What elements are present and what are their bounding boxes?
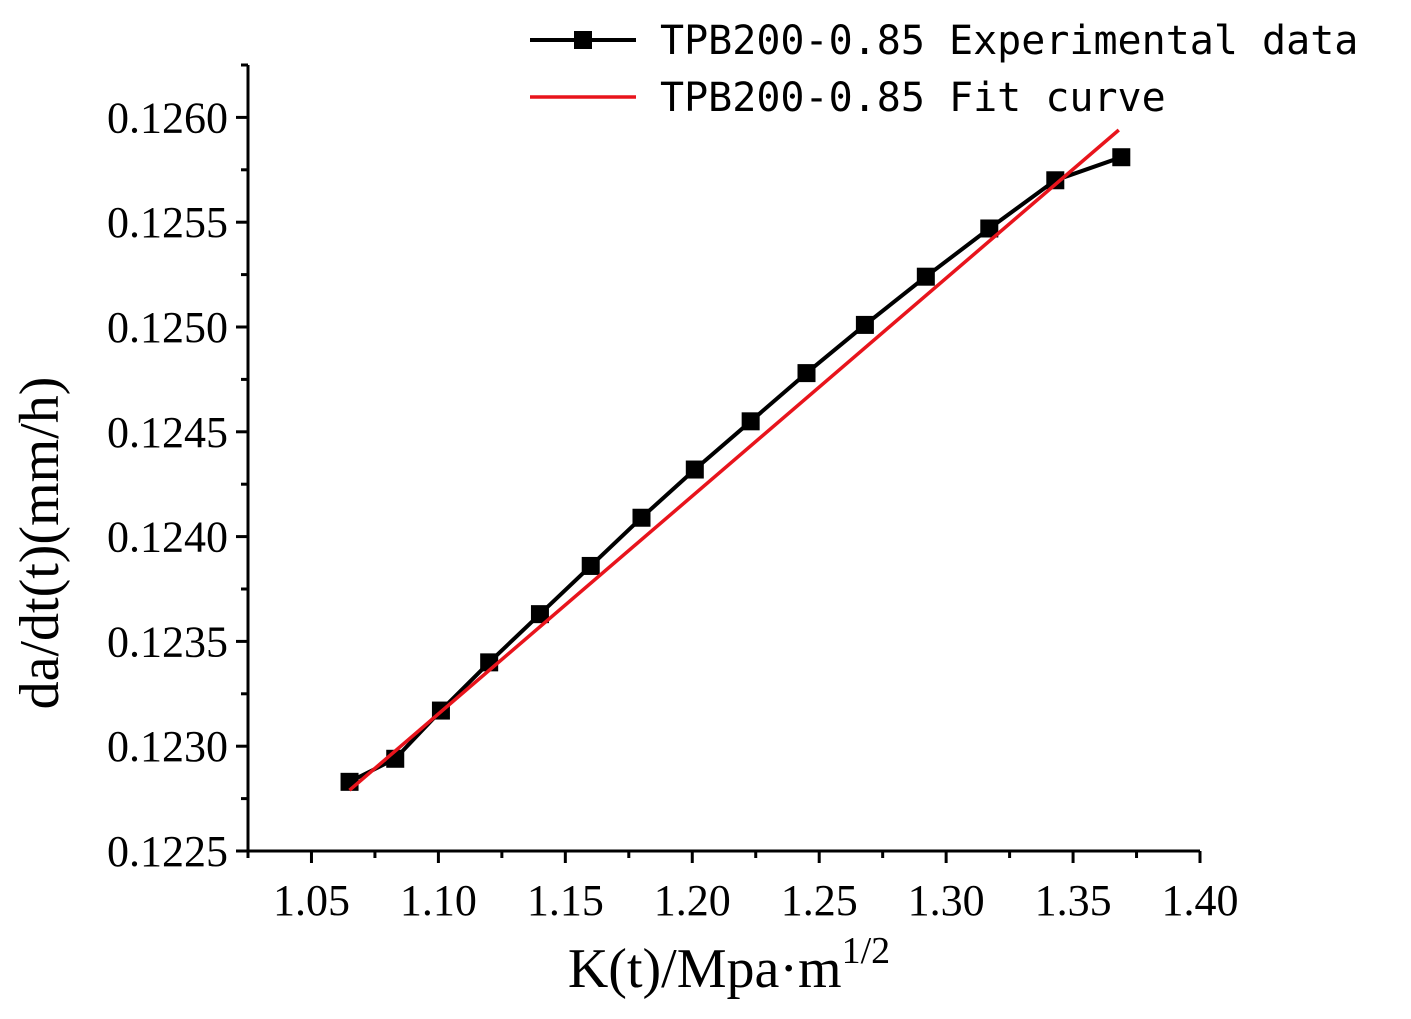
experimental-data-line — [348, 155, 1122, 784]
x-axis-title-main: K(t)/Mpa·m — [568, 938, 842, 1000]
legend: TPB200-0.85 Experimental data TPB200-0.85… — [530, 18, 1358, 121]
x-tick-label: 1.30 — [908, 876, 985, 925]
y-tick-label: 0.1230 — [107, 722, 228, 771]
experimental-data-point — [916, 267, 935, 286]
experimental-data-point — [685, 460, 704, 479]
experimental-data-point — [980, 219, 999, 238]
legend-label: TPB200-0.85 Fit curve — [660, 75, 1166, 121]
y-tick-label: 0.1260 — [107, 93, 228, 142]
x-tick-label: 1.40 — [1162, 876, 1239, 925]
x-ticks: 1.05 1.10 1.15 1.20 1.25 1.30 1.35 1.40 — [246, 851, 1239, 925]
experimental-data-point — [855, 315, 874, 334]
y-tick-label: 0.1245 — [107, 408, 228, 457]
y-tick-label: 0.1255 — [107, 198, 228, 247]
y-tick-label: 0.1225 — [107, 827, 228, 876]
experimental-data-point — [581, 556, 600, 575]
legend-label: TPB200-0.85 Experimental data — [660, 18, 1358, 64]
experimental-data-point — [1112, 148, 1131, 167]
x-tick-label: 1.20 — [654, 876, 731, 925]
y-axis-title: da/dt(t)(mm/h) — [9, 377, 71, 710]
legend-swatch-marker — [574, 31, 592, 49]
axes — [246, 65, 1200, 853]
experimental-data-point — [530, 605, 549, 624]
x-tick-label: 1.05 — [273, 876, 350, 925]
y-ticks: 0.1225 0.1230 0.1235 0.1240 0.1245 0.1250 0.12… — [107, 63, 248, 876]
x-axis-title-sup: 1/2 — [842, 930, 891, 972]
experimental-data-point — [741, 412, 760, 431]
experimental-data-point — [1046, 171, 1065, 190]
experimental-data-point — [632, 508, 651, 527]
y-tick-label: 0.1235 — [107, 617, 228, 666]
y-tick-label: 0.1240 — [107, 513, 228, 562]
fit-curve-line — [348, 128, 1120, 792]
experimental-data-point — [797, 364, 816, 383]
series-layer — [340, 128, 1131, 792]
x-tick-label: 1.15 — [527, 876, 604, 925]
x-tick-label: 1.25 — [781, 876, 858, 925]
y-tick-label: 0.1250 — [107, 303, 228, 352]
x-axis-title: K(t)/Mpa·m1/2 — [568, 930, 890, 1000]
x-tick-label: 1.35 — [1035, 876, 1112, 925]
x-tick-label: 1.10 — [400, 876, 477, 925]
